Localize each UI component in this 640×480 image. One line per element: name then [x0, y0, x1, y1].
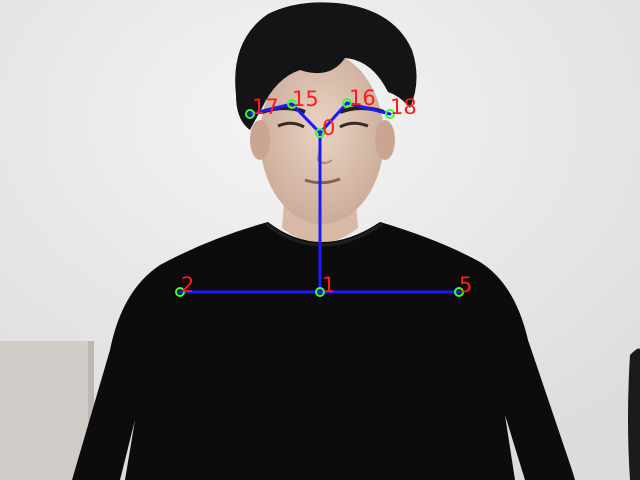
hair — [235, 2, 417, 131]
face — [260, 52, 384, 224]
keypoint-label-15: 15 — [292, 87, 319, 111]
left-ear — [250, 120, 270, 160]
keypoint-0 — [315, 128, 325, 138]
skeleton-edge-15-17 — [248, 102, 294, 116]
mouth — [304, 177, 341, 185]
shirt-collar — [265, 222, 383, 247]
keypoint-18 — [385, 109, 395, 119]
skeleton-keypoints — [175, 98, 464, 297]
keypoint-label-18: 18 — [390, 95, 417, 119]
keypoint-17 — [245, 109, 255, 119]
keypoint-label-5: 5 — [459, 273, 472, 297]
keypoint-15 — [287, 99, 297, 109]
right-eye — [339, 121, 369, 129]
nose — [316, 129, 333, 164]
right-edge-object — [628, 348, 640, 480]
chair-edge — [88, 341, 94, 480]
keypoint-2 — [175, 287, 185, 297]
keypoint-5 — [454, 287, 464, 297]
black-tshirt — [72, 222, 575, 480]
right-ear — [375, 120, 395, 160]
keypoint-1 — [315, 287, 325, 297]
keypoint-label-0: 0 — [322, 116, 335, 140]
keypoint-label-2: 2 — [181, 273, 194, 297]
left-eye — [277, 121, 305, 129]
chair-back — [0, 341, 93, 480]
keypoint-16 — [342, 98, 352, 108]
keypoint-label-16: 16 — [349, 86, 376, 110]
skeleton-labels: 0 1 2 5 15 16 17 18 — [181, 86, 472, 297]
keypoint-label-17: 17 — [252, 95, 279, 119]
skeleton-edge-0-16 — [318, 101, 349, 135]
skeleton-edges — [178, 101, 461, 294]
skeleton-edge-16-18 — [345, 101, 392, 116]
keypoint-label-1: 1 — [322, 273, 335, 297]
skeleton-edge-0-15 — [290, 102, 322, 135]
